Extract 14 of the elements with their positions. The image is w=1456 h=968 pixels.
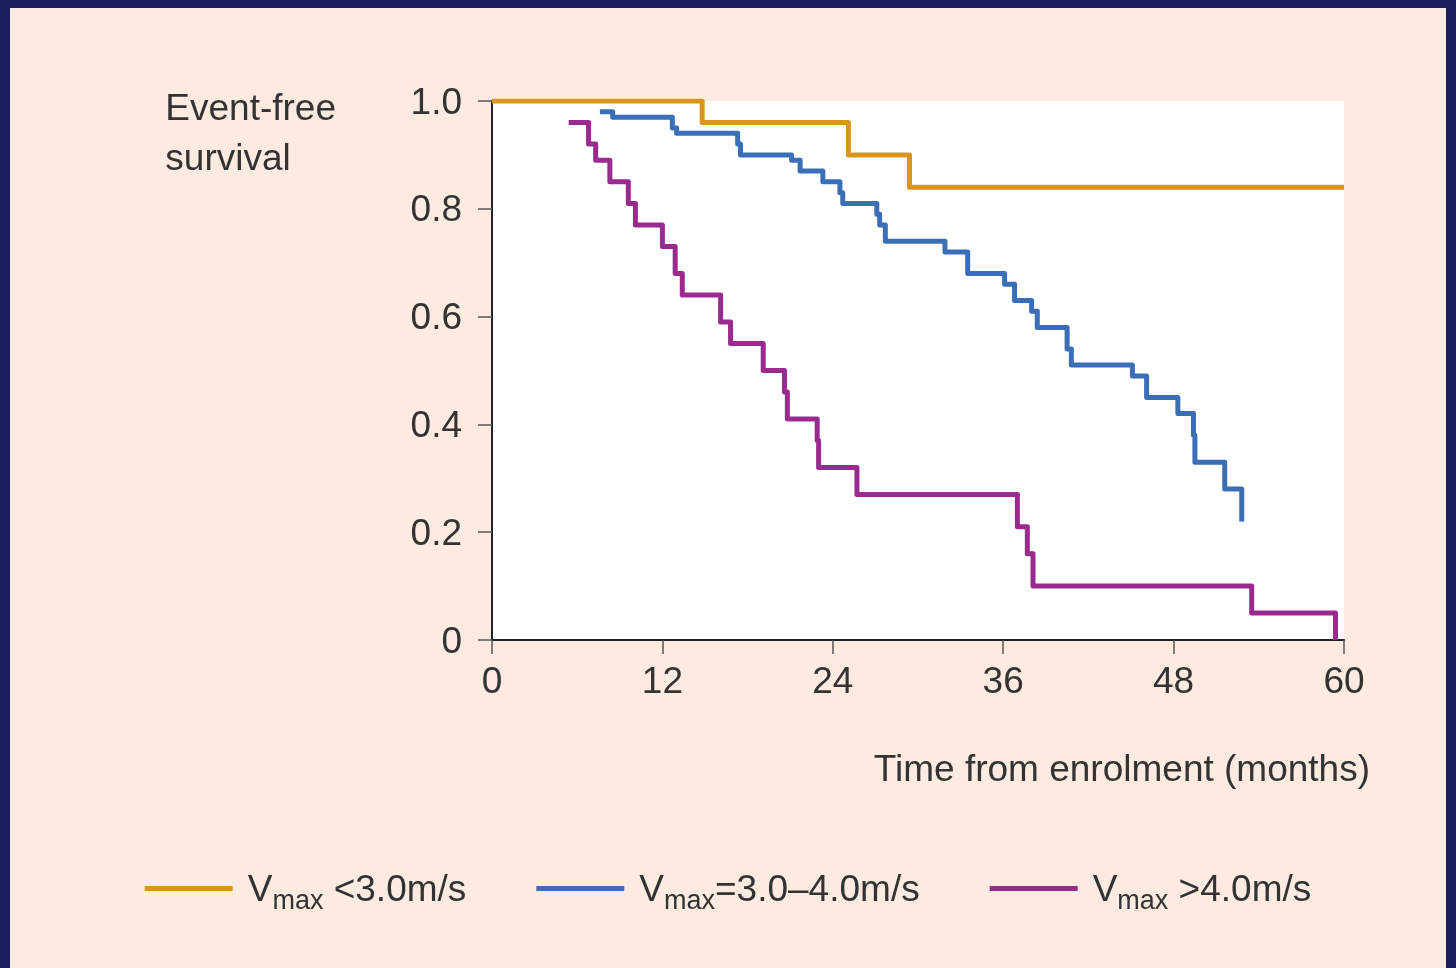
x-tick-label: 48 bbox=[1153, 660, 1195, 701]
y-tick-label: 0.2 bbox=[410, 511, 462, 553]
y-tick-label: 0 bbox=[441, 619, 462, 661]
y-tick-label: 0.6 bbox=[410, 296, 462, 338]
x-tick-label: 0 bbox=[481, 660, 503, 701]
x-tick-label: 24 bbox=[812, 660, 854, 701]
x-axis-title: Time from enrolment (months) bbox=[873, 748, 1371, 789]
y-tick-label: 0.4 bbox=[410, 403, 462, 445]
x-tick-label: 36 bbox=[982, 660, 1024, 701]
y-axis-title: Event-free survival bbox=[165, 86, 337, 178]
y-tick-label: 0.8 bbox=[410, 188, 462, 230]
x-tick-label: 12 bbox=[641, 660, 683, 701]
y-tick-label: 1.0 bbox=[410, 80, 462, 122]
x-tick-label: 60 bbox=[1323, 660, 1365, 701]
